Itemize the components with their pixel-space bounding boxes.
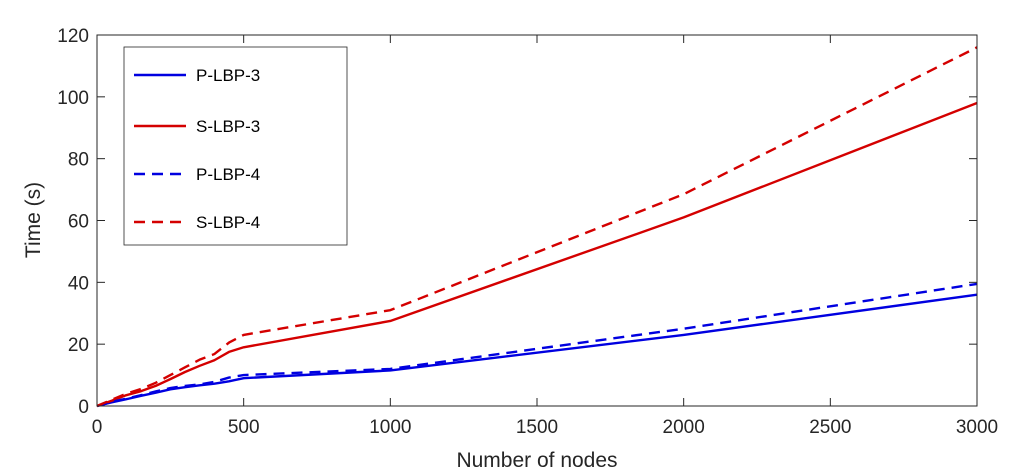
legend-label-s-lbp-4: S-LBP-4 — [196, 213, 260, 232]
legend: P-LBP-3 S-LBP-3 P-LBP-4 S-LBP-4 — [123, 46, 348, 246]
x-tick-label: 2000 — [663, 417, 705, 438]
y-tick-label: 60 — [68, 212, 89, 233]
x-tick-label: 3000 — [956, 417, 998, 438]
x-tick-label: 2500 — [809, 417, 851, 438]
series-layer — [96, 46, 978, 408]
x-tick-label: 0 — [92, 417, 103, 438]
y-tick-label: 20 — [68, 335, 89, 356]
y-tick-label: 100 — [57, 88, 89, 109]
y-tick-label: 80 — [68, 150, 89, 171]
legend-label-s-lbp-3: S-LBP-3 — [196, 117, 260, 136]
x-axis-title: Number of nodes — [456, 449, 617, 472]
x-tick-label: 1500 — [516, 417, 558, 438]
series-line-s-lbp-4 — [96, 46, 978, 408]
x-tick-label: 500 — [228, 417, 260, 438]
y-axis-title: Time (s) — [22, 182, 45, 258]
y-tick-label: 120 — [57, 26, 89, 47]
x-tick-label: 1000 — [369, 417, 411, 438]
tick-layer: 0 500 1000 1500 2000 2500 3000 0 20 40 60 80 100 120 — [57, 26, 998, 438]
legend-label-p-lbp-4: P-LBP-4 — [196, 165, 260, 184]
legend-box — [123, 46, 348, 246]
y-tick-label: 0 — [78, 397, 89, 418]
series-line-p-lbp-4 — [96, 282, 978, 408]
y-tick-label: 40 — [68, 273, 89, 294]
legend-label-p-lbp-3: P-LBP-3 — [196, 66, 260, 85]
